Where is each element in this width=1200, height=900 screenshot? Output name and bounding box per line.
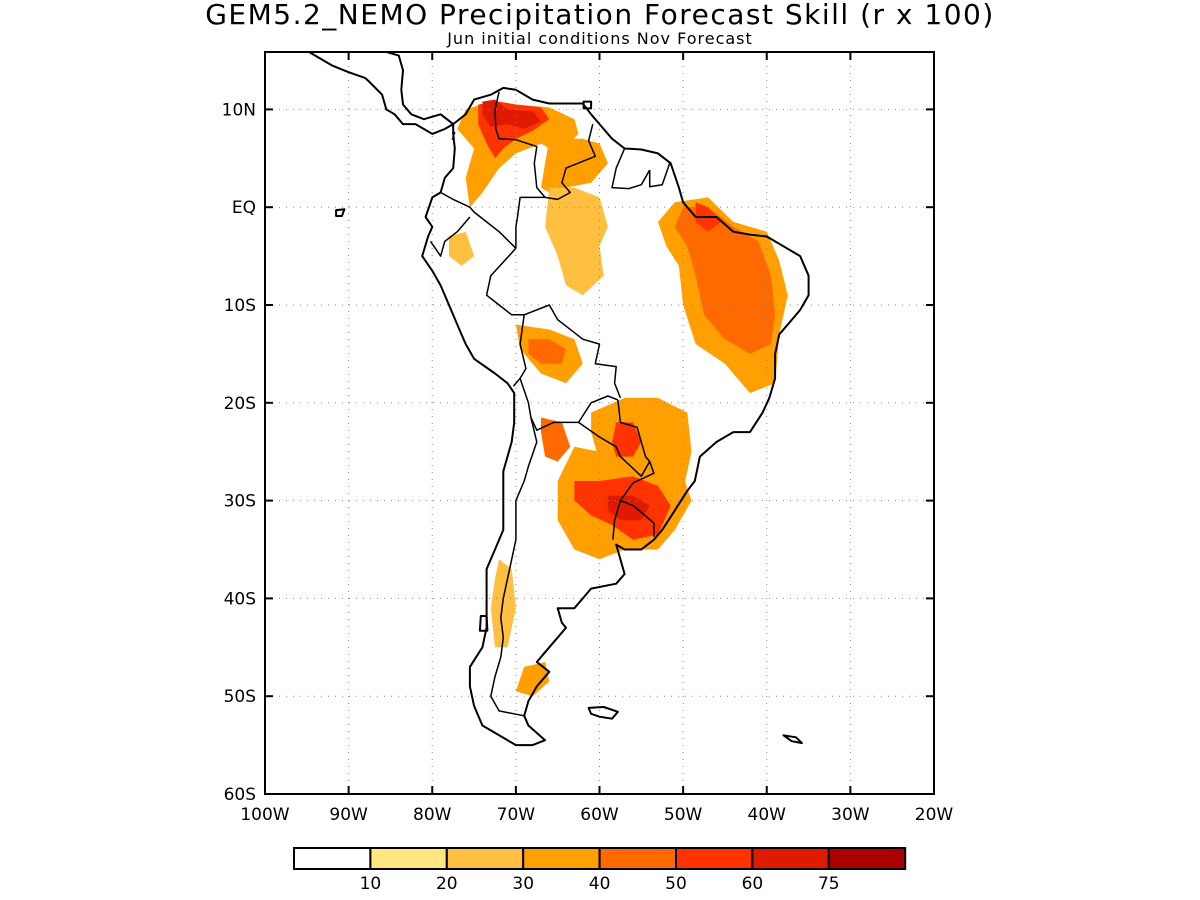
country-border (440, 191, 517, 249)
country-border (617, 399, 651, 462)
x-tick-label: 80W (413, 805, 452, 825)
map-gridlines (265, 52, 934, 794)
x-tick-label: 100W (240, 805, 289, 825)
country-border (429, 216, 471, 257)
skill-region-bolivia-core (528, 339, 566, 364)
x-tick-label: 70W (497, 805, 536, 825)
coastline-central-america (307, 52, 455, 135)
country-borders (429, 91, 671, 717)
colorbar-swatch (598, 847, 677, 870)
skill-region-northwest-argentina (541, 417, 571, 462)
coastlines (307, 52, 810, 747)
colorbar-label: 75 (818, 874, 840, 894)
country-border (519, 378, 619, 431)
skill-contours (449, 99, 788, 697)
country-border (490, 417, 538, 717)
country-border (619, 461, 655, 537)
coastline-south-georgia (782, 734, 803, 745)
y-tick-label: 10S (224, 296, 256, 316)
y-tick-label: 20S (224, 394, 256, 414)
coastline-falklands (587, 706, 619, 720)
country-border (523, 304, 622, 399)
coastline-galapagos (335, 208, 346, 217)
colorbar-label: 50 (665, 874, 687, 894)
x-tick-label: 20W (915, 805, 954, 825)
x-tick-label: 90W (329, 805, 368, 825)
country-border (544, 123, 597, 201)
colorbar-swatch (293, 847, 372, 870)
colorbar: 10 20 30 40 50 60 75 (293, 847, 907, 894)
y-tick-label: 50S (224, 687, 256, 707)
skill-region-guiana-band (541, 138, 608, 198)
chart-title: GEM5.2_NEMO Precipitation Forecast Skill… (205, 0, 995, 31)
colorbar-label: 40 (589, 874, 611, 894)
skill-region-north-peak (482, 99, 541, 129)
x-tick-label: 60W (580, 805, 619, 825)
colorbar-swatch (675, 847, 754, 870)
y-tick-label: EQ (232, 198, 256, 218)
coastline-south-america (421, 86, 810, 747)
y-tick-label: 10N (222, 100, 256, 120)
country-border (611, 148, 651, 190)
y-tick-label: 30S (224, 492, 256, 512)
colorbar-swatch (827, 847, 907, 870)
axis-ticks: 100W 90W 80W 70W 60W 50W 40W 30W 20W 10N EQ 10S 20S 3… (222, 52, 954, 825)
skill-region-patagonia-coast (515, 662, 550, 697)
y-tick-label: 60S (224, 785, 256, 805)
skill-region-northeast-brazil-core (674, 207, 776, 354)
skill-region-central-amazon (545, 187, 608, 296)
country-border (515, 196, 546, 249)
colorbar-label: 20 (436, 874, 458, 894)
colorbar-label: 30 (512, 874, 534, 894)
x-tick-label: 40W (748, 805, 787, 825)
skill-region-paraguay-core (612, 422, 642, 457)
coastline-trinidad (582, 100, 593, 110)
country-border (494, 91, 546, 198)
x-tick-label: 50W (664, 805, 703, 825)
country-border (578, 421, 651, 477)
colorbar-swatch (369, 847, 448, 870)
colorbar-label: 10 (360, 874, 382, 894)
country-border (485, 247, 527, 387)
colorbar-label: 60 (742, 874, 764, 894)
country-border (648, 162, 671, 188)
colorbar-swatch (445, 847, 525, 870)
chart-subtitle: Jun initial conditions Nov Forecast (447, 29, 753, 48)
country-border (451, 131, 456, 140)
y-tick-label: 40S (224, 589, 256, 609)
skill-region-peru-north (449, 231, 475, 266)
colorbar-swatch (751, 847, 830, 870)
colorbar-swatch (522, 847, 601, 870)
country-border (612, 500, 622, 540)
coastline-chiloe (478, 615, 489, 632)
skill-region-la-plata-peak (607, 495, 650, 521)
x-tick-label: 30W (831, 805, 870, 825)
